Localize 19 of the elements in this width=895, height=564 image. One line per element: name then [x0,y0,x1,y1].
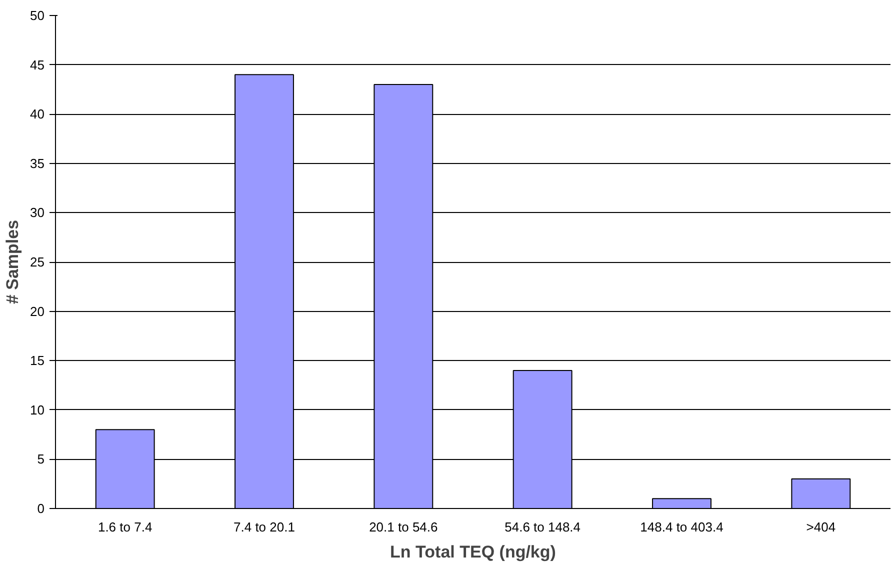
y-tick-label: 25 [30,254,45,270]
y-tick-label: 35 [30,156,45,171]
x-tick-label: 20.1 to 54.6 [369,520,438,534]
x-tick-label: 54.6 to 148.4 [504,520,581,534]
x-axis-title: Ln Total TEQ (ng/kg) [390,542,556,562]
y-axis-title: # Samples [3,220,22,304]
x-tick-label: >404 [806,520,836,534]
x-tick-label: 1.6 to 7.4 [98,520,152,534]
y-tick-label: 0 [37,501,45,516]
y-tick-label: 30 [30,205,45,220]
y-tick-label: 50 [30,8,45,23]
x-tick-label: 7.4 to 20.1 [234,520,295,534]
y-tick-label: 40 [30,106,45,122]
y-tick-label: 10 [30,402,45,418]
x-tick-label: 148.4 to 403.4 [640,520,724,534]
y-tick-label: 5 [37,452,45,467]
y-tick-label: 20 [30,304,45,319]
y-tick-label: 15 [30,353,45,368]
y-tick-label: 45 [30,57,45,72]
